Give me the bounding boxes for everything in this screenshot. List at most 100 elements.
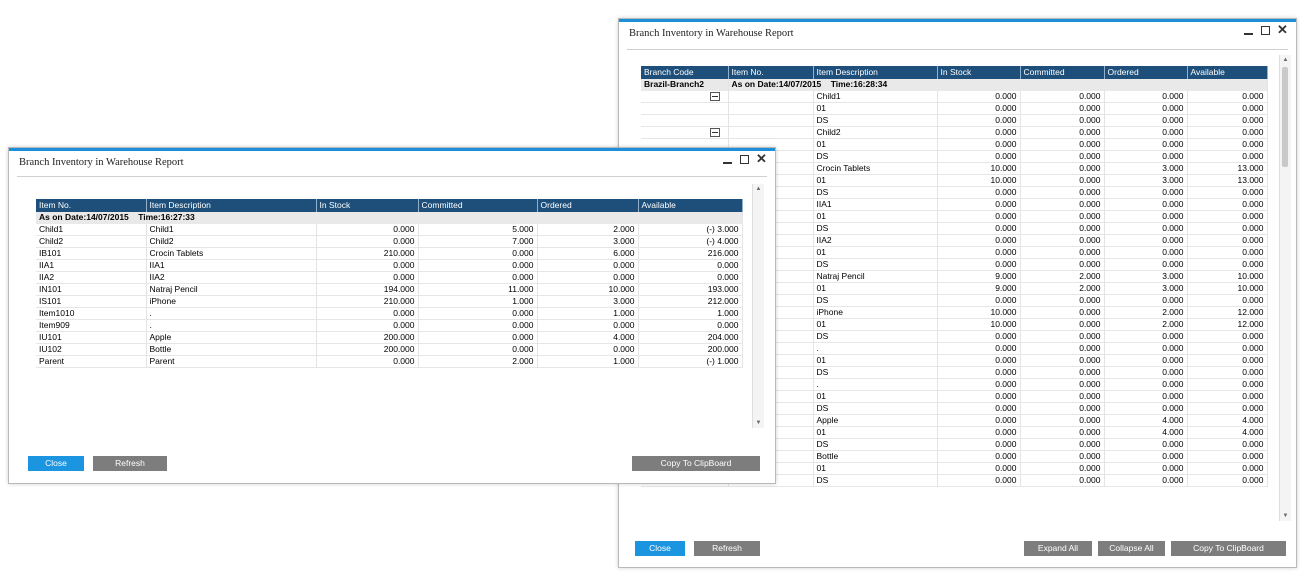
item-row[interactable]: Child1 0.000 0.000 0.000 0.000 [641, 90, 1268, 103]
available-cell: 13.000 [1187, 174, 1268, 187]
warehouse-row[interactable]: DS 0.000 0.000 0.000 0.000 [641, 114, 1268, 127]
table-row[interactable]: Child1 Child1 0.000 5.000 2.000 (-) 3.000 [36, 223, 743, 236]
in-stock-cell: 0.000 [937, 462, 1021, 475]
table-row[interactable]: Child2 Child2 0.000 7.000 3.000 (-) 4.000 [36, 235, 743, 248]
ordered-cell: 0.000 [1104, 186, 1188, 199]
ordered-cell: 0.000 [1104, 330, 1188, 343]
close-button[interactable]: Close [28, 456, 84, 471]
item-description-cell: Bottle [813, 450, 938, 463]
column-header[interactable]: Ordered [1104, 66, 1188, 79]
warehouse-code-cell: 01 [813, 210, 938, 223]
warehouse-row[interactable]: 01 0.000 0.000 0.000 0.000 [641, 210, 1268, 223]
committed-cell: 0.000 [1020, 414, 1105, 427]
committed-cell: 0.000 [1020, 318, 1105, 331]
table-row[interactable]: IIA2 IIA2 0.000 0.000 0.000 0.000 [36, 271, 743, 284]
vertical-scrollbar[interactable]: ▲ ▼ [1279, 55, 1291, 521]
table-row[interactable]: IS101 iPhone 210.000 1.000 3.000 212.000 [36, 295, 743, 308]
item-no-cell: IB101 [36, 247, 147, 260]
in-stock-cell: 0.000 [316, 223, 419, 236]
expand-all-button[interactable]: Expand All [1024, 541, 1092, 556]
vertical-scrollbar[interactable]: ▲ ▼ [752, 184, 764, 428]
collapse-tree-icon[interactable] [709, 92, 720, 102]
warehouse-row[interactable]: DS 0.000 0.000 0.000 0.000 [641, 258, 1268, 271]
column-header[interactable]: In Stock [937, 66, 1021, 79]
column-header[interactable]: Item Description [146, 199, 317, 212]
in-stock-cell: 0.000 [937, 294, 1021, 307]
empty-cell [641, 102, 729, 115]
group-date-label: As on Date:14/07/2015 Time:16:27:33 [36, 212, 743, 224]
available-cell: 0.000 [1187, 234, 1268, 247]
scroll-down-icon[interactable]: ▼ [1282, 513, 1289, 519]
grid-header-row: Branch Code Item No. Item Description In St… [641, 66, 1268, 79]
refresh-button[interactable]: Refresh [93, 456, 167, 471]
item-description-cell: Natraj Pencil [813, 270, 938, 283]
ordered-cell: 0.000 [1104, 222, 1188, 235]
close-icon[interactable]: ✕ [1277, 22, 1288, 37]
committed-cell: 0.000 [418, 331, 538, 344]
item-no-cell: IU102 [36, 343, 147, 356]
warehouse-code-cell: 01 [813, 102, 938, 115]
item-row[interactable]: Child2 0.000 0.000 0.000 0.000 [641, 126, 1268, 139]
in-stock-cell: 0.000 [937, 258, 1021, 271]
scroll-down-icon[interactable]: ▼ [755, 420, 762, 426]
available-cell: 0.000 [1187, 294, 1268, 307]
warehouse-code-cell: 01 [813, 318, 938, 331]
ordered-cell: 3.000 [537, 235, 639, 248]
window-accent-bar [9, 148, 775, 151]
scroll-up-icon[interactable]: ▲ [755, 186, 762, 192]
column-header[interactable]: Item No. [728, 66, 814, 79]
column-header[interactable]: Available [1187, 66, 1268, 79]
tree-toggle-cell[interactable] [641, 90, 729, 103]
in-stock-cell: 194.000 [316, 283, 419, 296]
column-header[interactable]: Item Description [813, 66, 938, 79]
ordered-cell: 2.000 [537, 223, 639, 236]
item-no-cell: IN101 [36, 283, 147, 296]
warehouse-code-cell: 01 [813, 426, 938, 439]
table-row[interactable]: IN101 Natraj Pencil 194.000 11.000 10.000 193… [36, 283, 743, 296]
warehouse-code-cell: DS [813, 474, 938, 487]
column-header[interactable]: Available [638, 199, 743, 212]
scroll-thumb[interactable] [1282, 67, 1288, 167]
maximize-icon[interactable] [1260, 23, 1271, 37]
committed-cell: 0.000 [418, 247, 538, 260]
table-row[interactable]: IB101 Crocin Tablets 210.000 0.000 6.000 216.… [36, 247, 743, 260]
column-header[interactable]: In Stock [316, 199, 419, 212]
column-header[interactable]: Branch Code [641, 66, 729, 79]
item-description-cell: IIA2 [146, 271, 317, 284]
close-icon[interactable]: ✕ [756, 151, 767, 166]
committed-cell: 0.000 [1020, 246, 1105, 259]
committed-cell: 2.000 [418, 355, 538, 368]
warehouse-row[interactable]: 01 0.000 0.000 0.000 0.000 [641, 462, 1268, 475]
column-header[interactable]: Ordered [537, 199, 639, 212]
in-stock-cell: 10.000 [937, 162, 1021, 175]
scroll-up-icon[interactable]: ▲ [1282, 57, 1289, 63]
column-header[interactable]: Committed [418, 199, 538, 212]
available-cell: 216.000 [638, 247, 743, 260]
warehouse-row[interactable]: 01 0.000 0.000 0.000 0.000 [641, 102, 1268, 115]
item-description-cell: Apple [813, 414, 938, 427]
column-header[interactable]: Item No. [36, 199, 147, 212]
table-row[interactable]: IU102 Bottle 200.000 0.000 0.000 200.000 [36, 343, 743, 356]
collapse-tree-icon[interactable] [709, 128, 720, 138]
refresh-button[interactable]: Refresh [694, 541, 760, 556]
table-row[interactable]: Item1010. 0.000 0.000 1.000 1.000 [36, 307, 743, 320]
table-row[interactable]: IIA1 IIA1 0.000 0.000 0.000 0.000 [36, 259, 743, 272]
copy-to-clipboard-button[interactable]: Copy To ClipBoard [632, 456, 760, 471]
item-no-cell: IU101 [36, 331, 147, 344]
table-row[interactable]: Parent Parent 0.000 2.000 1.000 (-) 1.000 [36, 355, 743, 368]
minimize-icon[interactable] [1243, 23, 1254, 37]
in-stock-cell: 0.000 [937, 366, 1021, 379]
maximize-icon[interactable] [739, 152, 750, 166]
table-row[interactable]: IU101 Apple 200.000 0.000 4.000 204.000 [36, 331, 743, 344]
close-button[interactable]: Close [635, 541, 685, 556]
available-cell: 193.000 [638, 283, 743, 296]
column-header[interactable]: Committed [1020, 66, 1105, 79]
table-row[interactable]: Item909. 0.000 0.000 0.000 0.000 [36, 319, 743, 332]
minimize-icon[interactable] [722, 152, 733, 166]
tree-toggle-cell[interactable] [641, 126, 729, 139]
collapse-all-button[interactable]: Collapse All [1098, 541, 1165, 556]
committed-cell: 0.000 [1020, 150, 1105, 163]
ordered-cell: 3.000 [1104, 174, 1188, 187]
copy-to-clipboard-button[interactable]: Copy To ClipBoard [1171, 541, 1286, 556]
item-no-cell [728, 90, 814, 103]
